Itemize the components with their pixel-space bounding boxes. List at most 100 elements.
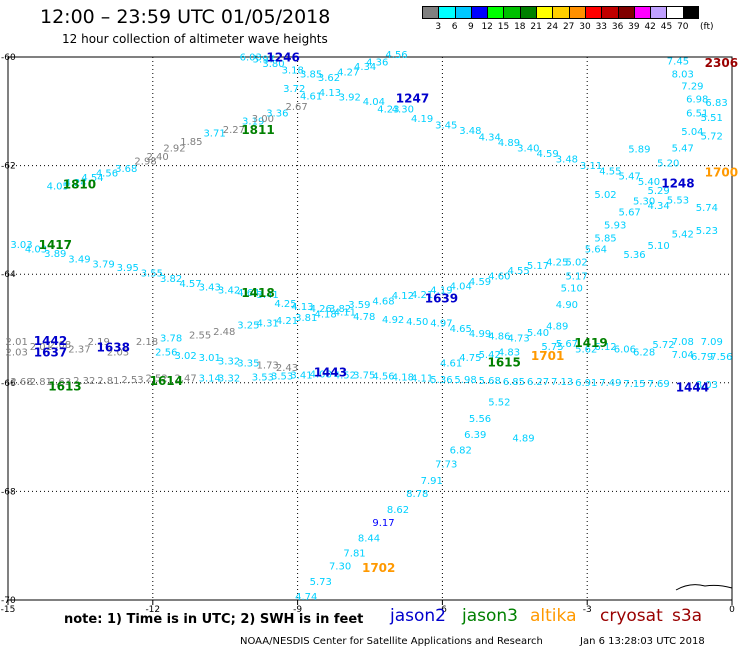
wave-height-value: 3.80 [262, 59, 284, 70]
wave-height-value: 2.92 [163, 143, 185, 154]
wave-height-value: 5.98 [454, 375, 476, 386]
track-time-label: 1613 [48, 379, 81, 393]
wave-height-value: 4.23 [377, 104, 399, 115]
latitude-tick-label: -64 [1, 270, 16, 280]
wave-height-value: 7.91 [421, 476, 443, 487]
latitude-tick-label: -68 [1, 487, 16, 497]
wave-height-value: 8.62 [387, 505, 409, 516]
wave-height-value: 4.19 [411, 114, 433, 125]
wave-height-value: 3.41 [290, 370, 312, 381]
wave-height-value: 3.02 [174, 351, 196, 362]
wave-height-value: 5.23 [696, 226, 718, 237]
longitude-tick-label: -12 [145, 605, 160, 615]
wave-height-value: 5.97 [253, 54, 275, 65]
longitude-tick-label: -3 [583, 605, 592, 615]
wave-height-value: 2.40 [146, 152, 168, 163]
wave-height-value: 3.42 [218, 286, 240, 297]
wave-height-value: 4.83 [498, 348, 520, 359]
wave-height-value: 4.75 [459, 353, 481, 364]
wave-height-value: 3.03 [10, 240, 32, 251]
wave-height-value: 4.56 [385, 50, 407, 61]
latitude-tick-label: -62 [1, 162, 16, 172]
footer-generated-time: Jan 6 13:28:03 UTC 2018 [580, 636, 705, 647]
color-scale-label: 39 [628, 22, 640, 32]
wave-height-value: 3.82 [160, 274, 182, 285]
latitude-tick-label: -66 [1, 379, 16, 389]
wave-height-value: 4.04 [363, 97, 385, 108]
color-scale-label: 27 [562, 22, 575, 32]
track-time-label: 1418 [241, 286, 274, 300]
track-time-label: 1811 [241, 123, 274, 137]
wave-height-value: 2.03 [107, 348, 129, 359]
footer-credit: NOAA/NESDIS Center for Satellite Applica… [240, 636, 543, 647]
wave-height-value: 5.67 [556, 339, 578, 350]
color-swatch [633, 6, 651, 19]
wave-height-value: 7.13 [551, 377, 573, 388]
wave-height-value: 4.11 [411, 374, 433, 385]
color-scale-label: 18 [514, 22, 526, 32]
track-time-label: 1419 [574, 336, 607, 350]
color-scale-label: 3 [435, 22, 442, 32]
wave-height-value: 7.69 [648, 379, 670, 390]
wave-height-value: 3.18 [282, 65, 304, 76]
wave-height-value: 5.85 [594, 234, 616, 245]
wave-height-value: 6.28 [633, 348, 655, 359]
color-scale-label: 42 [644, 22, 656, 32]
wave-height-value: 5.72 [701, 132, 723, 143]
wave-height-value: 5.93 [604, 221, 626, 232]
wave-height-value: 7.73 [435, 460, 457, 471]
wave-height-value: 3.53 [252, 373, 274, 384]
wave-height-value: 3.36 [266, 109, 288, 120]
color-scale-label: 24 [546, 22, 559, 32]
color-swatch [568, 6, 585, 19]
wave-height-value: 5.64 [585, 244, 607, 255]
wave-height-value: 3.35 [237, 359, 259, 370]
wave-height-value: 4.03 [25, 244, 47, 255]
wave-height-value: 5.36 [623, 250, 645, 261]
wave-height-value: 8.03 [672, 70, 694, 81]
wave-height-value: 3.14 [199, 374, 221, 385]
color-scale-label: 45 [660, 22, 673, 32]
wave-height-value: 3.11 [580, 161, 602, 172]
wave-height-value: 4.65 [450, 324, 472, 335]
color-scale-label: 21 [530, 22, 542, 32]
color-scale-bar [422, 6, 700, 19]
wave-height-value: 4.50 [406, 317, 428, 328]
wave-height-value: 3.75 [353, 370, 375, 381]
track-time-label: 1638 [97, 340, 130, 354]
track-time-label: 1614 [150, 374, 183, 388]
wave-height-value: 4.55 [508, 266, 530, 277]
wave-height-value: 4.34 [648, 201, 670, 212]
wave-height-value: 5.40 [527, 328, 549, 339]
wave-height-value: 3.59 [348, 300, 370, 311]
color-scale-label: 12 [481, 22, 493, 32]
track-time-label: 1248 [661, 176, 694, 190]
wave-height-value: 4.60 [488, 272, 510, 283]
map-frame [7, 56, 733, 601]
wave-height-value: 5.89 [628, 145, 650, 156]
wave-height-value: 4.18 [392, 373, 414, 384]
wave-height-value: 4.89 [512, 433, 534, 444]
wave-height-value: 4.13 [291, 302, 313, 313]
legend-item-cryosat: cryosat [600, 606, 663, 626]
wave-height-value: 3.55 [141, 268, 163, 279]
wave-height-value: 2.81 [30, 377, 52, 388]
wave-height-value: 3.48 [459, 126, 481, 137]
wave-height-value: 2.19 [88, 337, 110, 348]
wave-height-value: 3.78 [160, 334, 182, 345]
wave-height-value: 2.08 [49, 340, 71, 351]
page-subtitle: 12 hour collection of altimeter wave hei… [62, 32, 328, 46]
color-swatch [487, 6, 504, 19]
wave-height-value: 2.01 [6, 337, 28, 348]
track-time-label: 1417 [39, 238, 72, 252]
wave-height-value: 4.90 [556, 300, 578, 311]
legend-item-altika: altika [530, 606, 577, 626]
wave-height-value: 3.32 [218, 374, 240, 385]
wave-height-value: 3.40 [517, 143, 539, 154]
legend-item-jason3: jason3 [462, 606, 518, 626]
track-time-label: 2306 [705, 56, 738, 70]
wave-height-value: 8.78 [406, 489, 428, 500]
wave-height-value: 4.24 [64, 178, 86, 189]
wave-height-value: 4.55 [599, 166, 621, 177]
